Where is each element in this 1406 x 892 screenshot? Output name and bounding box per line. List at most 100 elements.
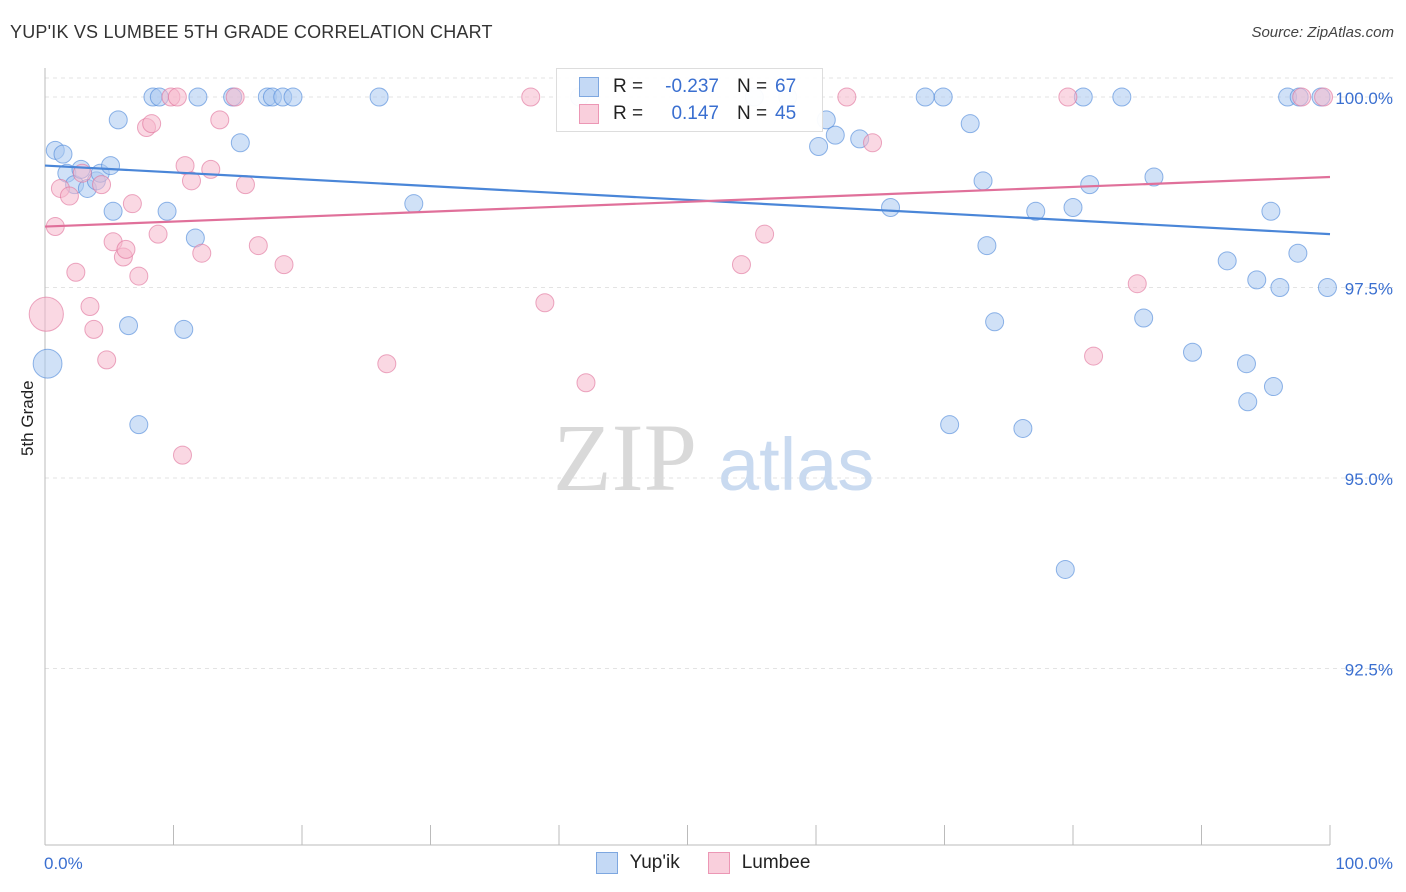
point-yupik xyxy=(174,319,194,339)
point-yupik xyxy=(1247,270,1267,290)
legend-r-value: -0.237 xyxy=(665,76,719,97)
y-tick-label: 92.5% xyxy=(1345,661,1393,680)
point-yupik xyxy=(101,156,121,176)
legend-n-value: 67 xyxy=(775,76,797,97)
tick-labels: 100.0% 97.5% 95.0% 92.5% 0.0% 100.0% xyxy=(44,89,1393,873)
point-yupik xyxy=(809,137,829,157)
point-yupik xyxy=(32,348,63,379)
stats-legend: R = -0.237 N = 67 R = 0.147 N = 45 xyxy=(556,68,823,132)
point-lumbee xyxy=(66,262,86,282)
y-tick-label: 95.0% xyxy=(1345,470,1393,489)
point-yupik xyxy=(129,415,149,435)
y-tick-label: 100.0% xyxy=(1335,89,1393,108)
point-lumbee xyxy=(1127,274,1147,294)
point-yupik xyxy=(973,171,993,191)
point-lumbee xyxy=(122,194,142,214)
point-yupik xyxy=(369,87,389,107)
source-label: Source: ZipAtlas.com xyxy=(1251,24,1394,41)
point-yupik xyxy=(157,201,177,221)
point-lumbee xyxy=(1314,87,1334,107)
series-label-lumbee: Lumbee xyxy=(741,852,811,873)
point-lumbee xyxy=(59,186,79,206)
point-lumbee xyxy=(210,110,230,130)
x-tick-label-min: 0.0% xyxy=(44,854,83,873)
trend-line-lumbee xyxy=(44,175,1331,228)
legend-row-yupik: R = -0.237 N = 67 xyxy=(579,75,796,99)
point-yupik xyxy=(1080,175,1100,195)
legend-swatch-yupik xyxy=(579,77,599,97)
y-tick-label: 97.5% xyxy=(1345,280,1393,299)
point-yupik xyxy=(985,312,1005,332)
point-lumbee xyxy=(172,445,192,465)
point-yupik xyxy=(1217,251,1237,271)
legend-r-label: R = xyxy=(613,76,644,97)
chart-title: YUP'IK VS LUMBEE 5TH GRADE CORRELATION C… xyxy=(10,22,493,42)
point-yupik xyxy=(1317,278,1337,297)
point-lumbee xyxy=(1058,87,1078,107)
point-lumbee xyxy=(521,87,541,107)
point-lumbee xyxy=(97,350,117,370)
point-yupik xyxy=(108,110,128,130)
point-yupik xyxy=(1063,197,1083,217)
point-yupik xyxy=(1013,418,1033,438)
point-yupik xyxy=(1055,559,1075,579)
point-yupik xyxy=(119,316,139,336)
point-lumbee xyxy=(142,114,162,134)
point-lumbee xyxy=(192,243,212,263)
trend-lines xyxy=(44,164,1331,236)
series-swatch-lumbee xyxy=(707,852,730,874)
point-yupik xyxy=(1026,201,1046,221)
point-lumbee xyxy=(377,354,397,374)
point-lumbee xyxy=(863,133,883,153)
watermark-zip: ZIP xyxy=(553,404,697,511)
point-yupik xyxy=(53,144,73,164)
legend-r-value: 0.147 xyxy=(671,103,719,124)
point-lumbee xyxy=(129,266,149,286)
gridlines xyxy=(45,77,1395,669)
point-yupik xyxy=(1134,308,1154,328)
legend-swatch-lumbee xyxy=(579,104,599,124)
point-yupik xyxy=(1288,243,1308,263)
point-lumbee xyxy=(274,255,294,275)
y-axis-label: 5th Grade xyxy=(18,380,37,456)
point-yupik xyxy=(1270,278,1290,297)
point-lumbee xyxy=(1292,87,1312,107)
legend-n-label: N = xyxy=(737,76,768,97)
point-yupik xyxy=(933,87,953,107)
point-yupik xyxy=(881,197,901,217)
point-lumbee xyxy=(235,175,255,195)
point-yupik xyxy=(1261,201,1281,221)
trend-line-yupik xyxy=(44,164,1331,236)
point-yupik xyxy=(1144,167,1164,187)
point-yupik xyxy=(960,114,980,134)
data-points xyxy=(28,87,1337,579)
point-yupik xyxy=(1236,354,1256,374)
point-lumbee xyxy=(225,87,245,107)
point-yupik xyxy=(188,87,208,107)
x-tick-label-max: 100.0% xyxy=(1335,854,1393,873)
point-lumbee xyxy=(755,224,775,244)
axes xyxy=(44,68,1331,846)
point-lumbee xyxy=(80,297,100,317)
legend-n-label: N = xyxy=(737,103,768,124)
point-lumbee xyxy=(248,236,268,256)
point-yupik xyxy=(915,87,935,107)
legend-row-lumbee: R = 0.147 N = 45 xyxy=(579,102,796,126)
watermark-atlas: atlas xyxy=(718,423,874,506)
point-yupik xyxy=(230,133,250,153)
point-lumbee xyxy=(576,373,596,393)
series-legend-item-lumbee[interactable]: Lumbee xyxy=(707,852,811,874)
point-yupik xyxy=(1112,87,1132,107)
point-lumbee xyxy=(1084,346,1104,366)
series-label-yupik: Yup'ik xyxy=(629,852,680,873)
point-lumbee xyxy=(535,293,555,313)
point-yupik xyxy=(103,201,123,221)
point-yupik xyxy=(404,194,424,214)
point-yupik xyxy=(940,415,960,435)
series-legend-item-yupik[interactable]: Yup'ik xyxy=(595,852,680,874)
point-yupik xyxy=(1263,377,1283,397)
point-lumbee xyxy=(84,319,104,339)
point-lumbee xyxy=(837,87,857,107)
point-lumbee xyxy=(181,171,201,191)
